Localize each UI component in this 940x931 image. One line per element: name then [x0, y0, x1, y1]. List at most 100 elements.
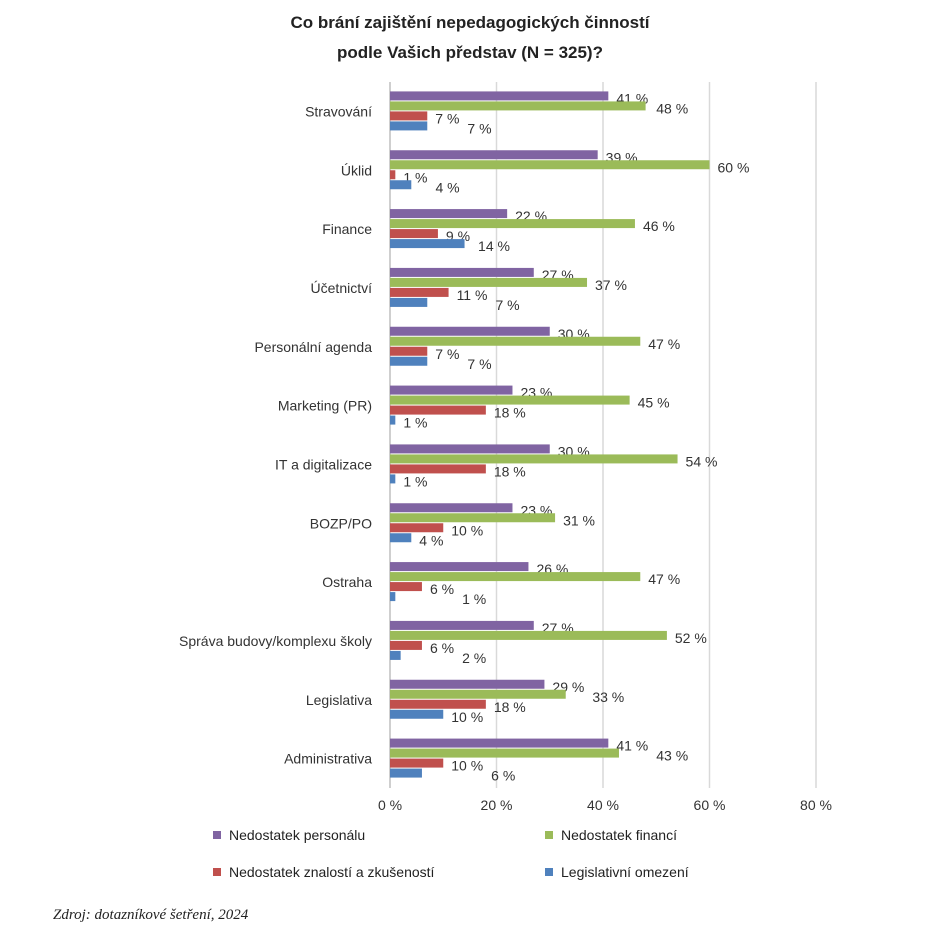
bar	[390, 336, 641, 346]
legend-item-knowledge: Nedostatek znalostí a zkušeností	[213, 864, 434, 880]
bar	[390, 267, 534, 277]
bar	[390, 239, 465, 249]
bar	[390, 572, 641, 582]
data-label: 6 %	[430, 640, 454, 656]
bar	[390, 209, 508, 219]
x-tick-label: 60 %	[694, 797, 726, 813]
bar	[390, 679, 545, 689]
x-tick-label: 0 %	[378, 797, 402, 813]
bar	[390, 415, 396, 425]
bar	[390, 738, 609, 748]
bar	[390, 620, 534, 630]
bar	[390, 101, 646, 111]
bar	[390, 699, 486, 709]
bar	[390, 277, 588, 287]
bar	[390, 709, 444, 719]
bar	[390, 444, 550, 454]
legend-label: Nedostatek personálu	[229, 827, 366, 843]
bar	[390, 464, 486, 474]
legend-swatch	[545, 831, 553, 839]
bar	[390, 405, 486, 415]
bar	[390, 287, 449, 297]
legend-swatch	[213, 868, 221, 876]
bar	[390, 592, 396, 602]
data-label: 1 %	[462, 591, 486, 607]
data-label: 7 %	[435, 110, 459, 126]
data-label: 46 %	[643, 218, 675, 234]
data-label: 4 %	[419, 532, 443, 548]
data-label: 37 %	[595, 277, 627, 293]
legend-swatch	[213, 831, 221, 839]
bar	[390, 150, 598, 160]
data-label: 1 %	[403, 415, 427, 431]
data-label: 18 %	[494, 699, 526, 715]
data-label: 7 %	[495, 297, 519, 313]
data-label: 52 %	[675, 630, 707, 646]
data-label: 31 %	[563, 512, 595, 528]
data-label: 1 %	[403, 473, 427, 489]
bar	[390, 748, 619, 758]
category-label: Legislativa	[306, 692, 372, 708]
data-label: 7 %	[467, 120, 491, 136]
bar	[390, 395, 630, 405]
data-label: 41 %	[616, 738, 648, 754]
x-tick-label: 20 %	[481, 797, 513, 813]
data-label: 6 %	[491, 768, 515, 784]
bar	[390, 326, 550, 336]
bar	[390, 356, 428, 366]
bar	[390, 640, 422, 650]
data-label: 18 %	[494, 405, 526, 421]
x-tick-label: 80 %	[800, 797, 832, 813]
data-label: 10 %	[451, 709, 483, 725]
category-label: Účetnictví	[311, 280, 373, 296]
bar	[390, 650, 401, 660]
data-label: 48 %	[656, 100, 688, 116]
legend-item-legislation: Legislativní omezení	[545, 864, 689, 880]
category-label: Personální agenda	[254, 339, 372, 355]
bar	[390, 111, 428, 121]
data-label: 14 %	[478, 238, 510, 254]
legend-swatch	[545, 868, 553, 876]
category-label: Ostraha	[322, 574, 372, 590]
chart-title: Co brání zajištění nepedagogických činno…	[0, 8, 940, 68]
bar	[390, 503, 513, 513]
data-label: 45 %	[638, 395, 670, 411]
chart-title-line-1: Co brání zajištění nepedagogických činno…	[290, 13, 650, 32]
data-label: 11 %	[457, 287, 488, 303]
legend-item-personnel: Nedostatek personálu	[213, 827, 365, 843]
category-label: BOZP/PO	[310, 515, 372, 531]
data-label: 7 %	[435, 346, 459, 362]
chart-title-line-2: podle Vašich představ (N = 325)?	[337, 43, 603, 62]
category-label: Stravování	[305, 103, 372, 119]
bar	[390, 513, 556, 523]
bar	[390, 170, 396, 180]
bar	[390, 689, 566, 699]
bar	[390, 121, 428, 131]
category-label: Úklid	[341, 162, 372, 178]
data-label: 18 %	[494, 463, 526, 479]
category-label: IT a digitalizace	[275, 456, 372, 472]
bar	[390, 454, 678, 464]
bar	[390, 91, 609, 101]
bar	[390, 533, 412, 543]
bar	[390, 523, 444, 533]
category-label: Administrativa	[284, 751, 372, 767]
data-label: 33 %	[592, 689, 624, 705]
data-label: 47 %	[648, 336, 680, 352]
bar	[390, 474, 396, 484]
data-label: 6 %	[430, 581, 454, 597]
bar	[390, 346, 428, 356]
data-label: 43 %	[656, 748, 688, 764]
category-label: Marketing (PR)	[278, 398, 372, 414]
data-label: 2 %	[462, 650, 486, 666]
legend-label: Legislativní omezení	[561, 864, 689, 880]
data-label: 7 %	[467, 356, 491, 372]
legend-label: Nedostatek financí	[561, 827, 677, 843]
bar	[390, 180, 412, 190]
x-tick-label: 40 %	[587, 797, 619, 813]
bar	[390, 630, 667, 640]
bar	[390, 768, 422, 778]
category-label: Správa budovy/komplexu školy	[179, 633, 372, 649]
data-label: 47 %	[648, 571, 680, 587]
